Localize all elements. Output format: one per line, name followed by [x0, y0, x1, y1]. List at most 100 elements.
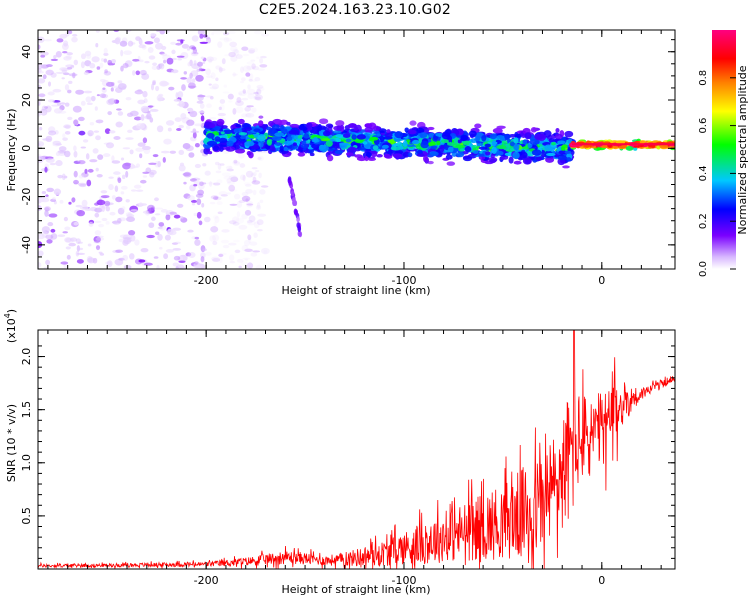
spectrogram-cell	[135, 147, 145, 152]
spectrogram-cell	[120, 157, 125, 161]
spectrogram-cell	[71, 36, 78, 43]
spectrogram-cell	[127, 129, 133, 134]
spectrogram-cell	[125, 170, 129, 178]
spectrogram-cell	[390, 146, 401, 151]
spectrogram-cell	[206, 75, 213, 78]
spectrogram-cell	[236, 201, 243, 208]
spectrogram-cell	[245, 112, 255, 118]
spectrogram-cell	[73, 221, 79, 226]
spectrogram-cell	[76, 245, 81, 252]
spectrogram-cell	[188, 152, 195, 158]
spectrogram-cell	[189, 72, 193, 79]
spectrogram-cell	[50, 234, 55, 241]
spectrogram-cell	[235, 54, 243, 59]
y-tick-label: -40	[20, 236, 33, 254]
spectrogram-cell	[488, 157, 498, 163]
spectrogram-cell	[221, 125, 228, 129]
spectrogram-cell	[294, 209, 298, 216]
spectrogram-cell	[233, 159, 238, 164]
spectrogram-cell	[219, 145, 224, 152]
spectrogram-cell	[163, 59, 167, 64]
spectrogram-cell	[147, 46, 154, 54]
spectrogram-cell	[197, 189, 205, 196]
spectrogram-cell	[44, 166, 48, 173]
spectrogram-cell	[226, 178, 232, 184]
spectrogram-cell	[564, 150, 572, 154]
spectrogram-cell	[257, 141, 264, 148]
spectrogram-cell	[45, 194, 49, 197]
spectrogram-cell	[246, 220, 256, 226]
spectrogram-cell	[76, 259, 84, 264]
spectrogram-cell	[62, 51, 68, 54]
spectrogram-cell	[95, 30, 100, 33]
spectrogram-cell	[154, 207, 164, 210]
spectrogram-cell	[548, 138, 555, 143]
spectrogram-cell	[198, 220, 203, 226]
spectrogram-cell	[244, 183, 252, 187]
spectrogram-cell	[229, 203, 238, 206]
spectrogram-cell	[114, 37, 121, 45]
spectrogram-cell	[238, 92, 243, 96]
spectrogram-cell	[64, 237, 72, 243]
spectrogram-cell	[142, 175, 148, 178]
spectrogram-cell	[235, 123, 242, 128]
spectrogram-cell	[297, 152, 306, 157]
spectrogram-cell	[248, 236, 252, 244]
y-tick-label: 0.5	[20, 507, 33, 525]
spectrogram-cell	[481, 134, 487, 142]
spectrogram-cell	[365, 148, 372, 152]
snr-series-line	[38, 330, 675, 569]
spectrogram-cell	[258, 115, 264, 119]
spectrogram-cell	[241, 213, 248, 220]
spectrogram-cell	[72, 72, 76, 79]
spectrogram-cell	[137, 89, 142, 92]
spectrogram-cell	[67, 30, 73, 35]
spectrogram-cell	[213, 221, 217, 228]
spectrogram-cell	[544, 144, 553, 152]
spectrogram-cell	[45, 259, 51, 266]
spectrogram-cell	[82, 139, 89, 143]
spectrogram-cell	[79, 205, 89, 211]
spectrogram-cell	[254, 76, 261, 82]
spectrogram-cell	[457, 139, 462, 144]
spectrogram-cell	[126, 216, 135, 222]
spectrogram-cell	[89, 63, 96, 69]
spectrogram-cell	[157, 160, 162, 168]
spectrogram-cell	[179, 216, 184, 220]
spectrogram-cell	[182, 172, 191, 177]
spectrogram-cell	[225, 37, 233, 42]
spectrogram-cell	[116, 108, 122, 111]
spectrogram-cell	[435, 132, 444, 137]
spectrogram-cell	[46, 239, 53, 244]
spectrogram-cell	[447, 146, 454, 153]
spectrogram-cell	[253, 128, 261, 133]
spectrogram-cell	[132, 70, 136, 76]
spectrogram-cell	[439, 145, 445, 153]
spectrogram-cell	[44, 206, 51, 212]
spectrogram-cell	[226, 192, 232, 195]
spectrogram-cell	[238, 152, 245, 159]
spectrogram-cell	[233, 161, 241, 166]
spectrogram-cell	[557, 155, 568, 161]
spectrogram-cell	[45, 64, 53, 68]
spectrogram-cell	[383, 153, 391, 159]
spectrogram-cell	[160, 209, 168, 213]
spectrogram-cell	[93, 130, 100, 133]
spectrogram-cell	[462, 155, 473, 162]
spectrogram-cell	[171, 49, 176, 55]
spectrogram-cell	[205, 95, 213, 98]
spectrogram-cell	[212, 215, 219, 219]
spectrogram-cell	[158, 222, 165, 227]
spectrogram-cell	[54, 130, 59, 135]
spectrogram-cell	[109, 211, 116, 216]
spectrogram-cell	[80, 61, 85, 69]
spectrogram-cell	[252, 65, 260, 71]
y-tick-label: 40	[20, 45, 33, 59]
spectrogram-cell	[92, 148, 99, 154]
spectrogram-cell	[508, 156, 514, 164]
spectrogram-cell	[445, 154, 453, 160]
spectrogram-cell	[194, 236, 200, 240]
spectrogram-cell	[217, 41, 223, 48]
y-tick-label: 1.5	[20, 401, 33, 419]
